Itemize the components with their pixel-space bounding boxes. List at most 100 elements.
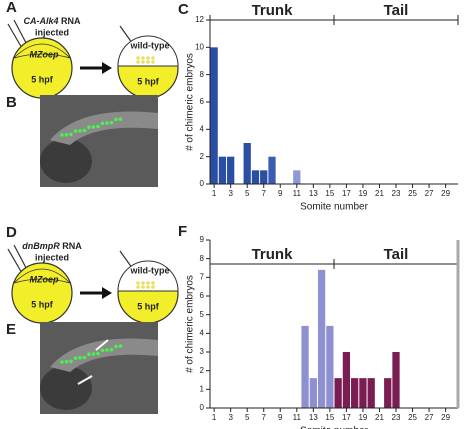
x-tick-label: 1	[212, 189, 217, 198]
gfp-cell	[87, 352, 91, 357]
bar	[309, 378, 317, 408]
panel-label: E	[6, 321, 16, 338]
injected-label: injected	[35, 27, 69, 37]
y-axis-label: # of chimeric embryos	[185, 275, 196, 373]
x-tick-label: 21	[375, 413, 384, 422]
x-tick-label: 23	[392, 413, 401, 422]
host-cap	[117, 260, 179, 292]
host-label: wild-type	[129, 265, 169, 275]
x-tick-label: 21	[375, 189, 384, 198]
donor-cells	[151, 285, 155, 289]
y-tick-label: 10	[195, 42, 204, 51]
x-axis-label: Somite number	[300, 426, 368, 429]
arrow	[95, 339, 109, 351]
yolk	[40, 139, 92, 183]
panel-label: B	[6, 94, 17, 111]
panel-label: D	[6, 224, 17, 241]
gfp-cell	[105, 348, 109, 352]
donor-cells	[151, 56, 155, 60]
x-tick-label: 7	[262, 413, 267, 422]
donor-cells	[136, 285, 140, 289]
gfp-cell	[69, 359, 73, 364]
x-tick-label: 1	[212, 413, 217, 422]
y-tick-label: 6	[200, 97, 205, 106]
bar	[210, 47, 218, 185]
gfp-cell	[96, 351, 100, 356]
gfp-cell	[118, 117, 123, 121]
x-tick-label: 23	[392, 189, 401, 198]
bar	[326, 325, 334, 408]
y-tick-label: 2	[200, 366, 205, 375]
host-cap	[117, 35, 179, 67]
donor-cells	[136, 281, 140, 285]
region-label: Tail	[384, 2, 409, 19]
bar	[384, 378, 392, 408]
yolk	[40, 366, 92, 410]
donor-cells	[146, 281, 150, 285]
x-tick-label: 3	[228, 189, 233, 198]
gfp-cell	[64, 359, 69, 364]
x-tick-label: 29	[441, 413, 450, 422]
gfp-cell	[78, 129, 82, 133]
y-tick-label: 0	[200, 403, 205, 412]
donor-cells	[136, 60, 140, 64]
x-tick-label: 7	[262, 189, 267, 198]
donor-cells	[141, 60, 145, 64]
x-tick-label: 29	[441, 189, 450, 198]
gfp-cell	[114, 117, 118, 122]
y-tick-label: 5	[200, 310, 205, 319]
donor-cells	[151, 60, 155, 64]
y-tick-label: 12	[195, 15, 204, 24]
bar	[251, 170, 260, 184]
region-label: Trunk	[252, 2, 293, 19]
bar	[351, 378, 359, 408]
x-tick-label: 15	[325, 413, 334, 422]
y-tick-label: 8	[200, 254, 205, 263]
panel-label: C	[178, 1, 189, 18]
x-tick-label: 15	[325, 189, 334, 198]
y-tick-label: 9	[200, 235, 205, 244]
donor-cells	[141, 285, 145, 289]
rna-name: CA-Alk4	[23, 16, 58, 26]
gfp-cell	[100, 121, 105, 126]
gfp-cell	[100, 348, 105, 353]
embryo-body	[50, 338, 158, 372]
rna-suffix: RNA	[60, 241, 82, 251]
y-tick-label: 4	[200, 124, 205, 133]
rna-label: dnBmpR RNA	[22, 241, 82, 251]
donor-cells	[146, 56, 150, 60]
x-tick-label: 19	[358, 413, 367, 422]
bar	[359, 378, 367, 408]
gfp-cell	[69, 132, 73, 137]
gfp-cell	[114, 344, 118, 349]
donor-stage: 5 hpf	[31, 299, 54, 309]
bar	[317, 269, 326, 408]
donor-cells	[141, 281, 145, 285]
injected-label: injected	[35, 252, 69, 262]
arrow-head	[102, 287, 112, 299]
bar	[342, 352, 351, 408]
gfp-cell	[118, 344, 123, 348]
gfp-cell	[109, 120, 114, 125]
bar	[260, 170, 268, 184]
bar	[268, 156, 276, 184]
bar	[293, 170, 301, 184]
bar	[392, 352, 400, 408]
y-tick-label: 1	[200, 384, 205, 393]
gfp-cell	[73, 129, 78, 133]
host-stage: 5 hpf	[137, 301, 160, 311]
donor-cells	[151, 281, 155, 285]
x-tick-label: 5	[245, 413, 250, 422]
arrow	[77, 375, 93, 385]
y-tick-label: 0	[200, 179, 205, 188]
embryo-body	[50, 111, 158, 145]
x-tick-label: 17	[342, 189, 351, 198]
region-label: Trunk	[252, 246, 293, 263]
gfp-cell	[91, 352, 96, 356]
donor-label: MZoep	[30, 274, 59, 284]
bar	[367, 378, 375, 408]
donor-cells	[136, 56, 140, 60]
x-tick-label: 11	[293, 413, 302, 422]
gfp-cell	[82, 355, 87, 360]
y-tick-label: 8	[200, 70, 205, 79]
